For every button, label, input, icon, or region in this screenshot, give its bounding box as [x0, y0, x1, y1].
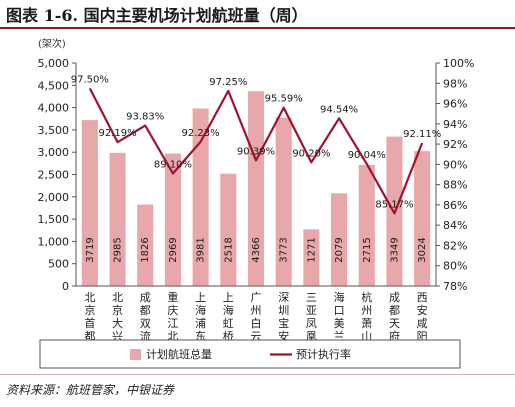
x-tick-label-6: 广州白云 [251, 291, 262, 343]
line-series [88, 87, 424, 215]
legend-label-bar: 计划航班总量 [146, 347, 212, 361]
source-divider [0, 374, 515, 375]
y-tick-label-0: 0 [62, 280, 69, 293]
line-value-label-4: 92.23% [182, 128, 220, 139]
y-tick-label-6: 3,000 [38, 146, 70, 159]
bar-4 [192, 108, 209, 286]
bar-value-label-4: 3981 [196, 237, 207, 262]
bar-value-label-0: 3719 [85, 237, 96, 262]
title-divider [0, 27, 515, 29]
bar-value-label-2: 1826 [140, 237, 151, 262]
x-tick-label-7: 深圳宝安 [278, 291, 289, 343]
bar-value-label-9: 2079 [334, 237, 345, 262]
bar-value-label-12: 3024 [417, 237, 428, 262]
y2-tick-label-1: 80% [443, 260, 467, 273]
legend: 计划航班总量 预计执行率 [39, 339, 461, 369]
y2-tick-label-8: 94% [443, 118, 467, 131]
bar-value-label-5: 2518 [223, 237, 234, 262]
line-value-label-12: 92.11% [403, 129, 441, 140]
y2-tick-label-4: 86% [443, 199, 467, 212]
bar-2 [137, 204, 154, 286]
y-tick-label-4: 2,000 [38, 191, 70, 204]
bar-series [81, 91, 431, 286]
x-tick-label-9: 海口美兰 [334, 290, 345, 343]
bar-value-label-1: 2985 [113, 237, 124, 262]
line-value-label-1: 92.19% [98, 128, 136, 139]
bar-0 [81, 120, 98, 286]
x-tick-label-8: 三亚凤凰 [306, 291, 317, 343]
line-value-label-9: 94.54% [320, 104, 358, 115]
y-axis-left-ticks: 0 500 1,000 1,500 2,000 2,500 3,000 3,500 4,000 4… [38, 57, 76, 293]
bar-value-label-7: 3773 [279, 237, 290, 262]
y-tick-label-8: 4,000 [38, 102, 70, 115]
y2-tick-label-2: 82% [443, 239, 467, 252]
x-tick-label-0: 北京首都 [84, 291, 95, 343]
line-value-labels: 97.50% 92.19% 93.83% 89.10% 92.23% 97.25% 90.3… [71, 74, 441, 210]
bar-value-label-6: 4366 [251, 237, 262, 262]
y-tick-label-2: 1,000 [38, 235, 70, 248]
line-value-label-8: 90.20% [292, 148, 330, 159]
line-path [88, 87, 424, 215]
x-tick-label-1: 北京大兴 [112, 291, 123, 343]
y2-tick-label-10: 98% [443, 77, 467, 90]
y-axis-unit: (架次) [38, 37, 66, 50]
legend-label-line: 预计执行率 [296, 347, 351, 361]
bar-9 [331, 193, 348, 286]
y-tick-label-7: 3,500 [38, 124, 70, 137]
line-value-label-11: 85.17% [375, 199, 413, 210]
bar-8 [303, 229, 320, 286]
bar-12 [414, 151, 431, 286]
x-tick-label-12: 西安咸阳 [417, 291, 428, 343]
bar-7 [275, 117, 292, 286]
bar-value-label-11: 3349 [389, 237, 400, 262]
y2-tick-label-11: 100% [443, 57, 474, 70]
legend-box [39, 339, 461, 369]
y-tick-label-3: 1,500 [38, 213, 70, 226]
bar-value-label-10: 2715 [362, 237, 373, 262]
y2-tick-label-9: 96% [443, 98, 467, 111]
chart: (架次) 0 500 1,000 1,500 2,000 2,500 3,000 3,500 4… [38, 37, 474, 369]
line-value-label-2: 93.83% [126, 112, 164, 123]
bar-value-label-3: 2969 [168, 237, 179, 262]
line-value-label-3: 89.10% [154, 159, 192, 170]
x-axis-labels: 北京首都 北京大兴 成都双流 重庆江北 上海浦东 上海虹桥 广州白云 深圳宝安 三亚凤凰 海口美兰… [84, 290, 427, 343]
y2-tick-label-3: 84% [443, 219, 467, 232]
bar-6 [247, 91, 265, 286]
bar-value-label-8: 1271 [306, 237, 317, 262]
y2-tick-label-0: 78% [443, 280, 467, 293]
x-tick-label-5: 上海虹桥 [223, 291, 234, 343]
x-tick-label-2: 成都双流 [140, 291, 151, 343]
bar-10 [358, 164, 375, 286]
source-note: 资料来源：航班管家，中银证券 [6, 383, 175, 397]
y-tick-label-1: 500 [48, 258, 69, 271]
bar-1 [109, 152, 126, 286]
bar-value-labels: 3719 2985 1826 2969 3981 2518 4366 3773 1271 2079… [85, 237, 428, 262]
x-tick-label-4: 上海浦东 [195, 291, 206, 343]
x-tick-label-10: 杭州萧山 [361, 290, 372, 343]
y2-tick-label-6: 90% [443, 158, 467, 171]
line-value-label-6: 90.39% [237, 146, 275, 157]
y-axis-right-ticks: 78% 80% 82% 84% 86% 88% 90% 92% 94% 96% 98% 100% [436, 57, 474, 293]
y2-tick-label-7: 92% [443, 138, 467, 151]
line-value-label-10: 90.04% [348, 150, 386, 161]
x-tick-label-11: 成都天府 [389, 291, 400, 343]
line-value-label-7: 95.59% [265, 94, 303, 105]
line-value-label-5: 97.25% [209, 77, 247, 88]
legend-swatch-bar [130, 349, 141, 360]
bar-5 [220, 173, 237, 286]
y2-tick-label-5: 88% [443, 179, 467, 192]
line-value-label-0: 97.50% [71, 74, 109, 85]
y-tick-label-9: 4,500 [38, 79, 70, 92]
bar-3 [164, 153, 181, 286]
y-tick-label-10: 5,000 [38, 57, 70, 70]
figure-title: 图表 1-6. 国内主要机场计划航班量（周） [6, 6, 308, 25]
x-tick-label-3: 重庆江北 [167, 290, 178, 343]
y-tick-label-5: 2,500 [38, 169, 70, 182]
